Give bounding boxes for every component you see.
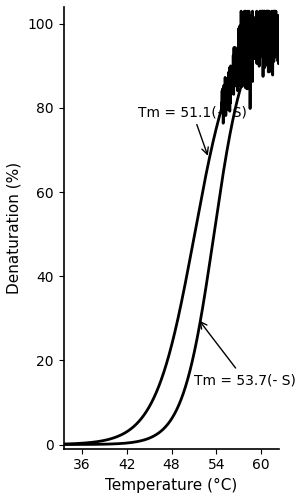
Text: Tm = 53.7(- S): Tm = 53.7(- S) <box>194 322 296 387</box>
Text: Tm = 51.1(+ S): Tm = 51.1(+ S) <box>138 105 247 154</box>
Y-axis label: Denaturation (%): Denaturation (%) <box>7 162 22 294</box>
X-axis label: Temperature (°C): Temperature (°C) <box>105 478 238 493</box>
